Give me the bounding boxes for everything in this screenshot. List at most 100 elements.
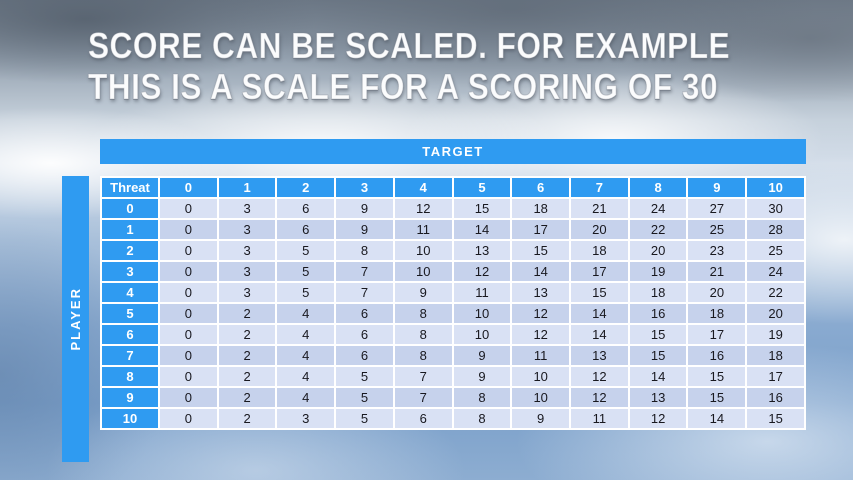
score-cell: 18 xyxy=(745,344,806,367)
score-cell: 10 xyxy=(451,323,513,346)
score-cell: 7 xyxy=(392,365,454,388)
score-cell: 14 xyxy=(686,407,748,430)
score-cell: 15 xyxy=(451,197,513,220)
score-cell: 15 xyxy=(569,281,630,304)
score-cell: 14 xyxy=(569,302,630,325)
table-row: 5 0 2 4 6 8 10 12 14 16 18 20 xyxy=(100,302,806,325)
score-cell: 24 xyxy=(745,260,806,283)
player-header-bar: PLAYER xyxy=(62,176,89,462)
score-cell: 6 xyxy=(334,344,395,367)
score-cell: 11 xyxy=(392,218,454,241)
target-column-header: 9 xyxy=(686,176,748,199)
score-cell: 15 xyxy=(686,365,748,388)
target-column-header: 10 xyxy=(745,176,806,199)
score-cell: 15 xyxy=(745,407,806,430)
score-cell: 17 xyxy=(510,218,572,241)
score-cell: 25 xyxy=(745,239,806,262)
score-cell: 14 xyxy=(627,365,689,388)
target-column-header: 0 xyxy=(158,176,219,199)
score-cell: 28 xyxy=(745,218,806,241)
score-cell: 11 xyxy=(569,407,630,430)
score-cell: 5 xyxy=(275,260,337,283)
score-cell: 25 xyxy=(686,218,748,241)
score-cell: 19 xyxy=(745,323,806,346)
table-row: 8 0 2 4 5 7 9 10 12 14 15 17 xyxy=(100,365,806,388)
score-cell: 10 xyxy=(451,302,513,325)
score-cell: 16 xyxy=(627,302,689,325)
table-row: 3 0 3 5 7 10 12 14 17 19 21 24 xyxy=(100,260,806,283)
score-cell: 23 xyxy=(686,239,748,262)
score-cell: 2 xyxy=(216,365,278,388)
score-cell: 4 xyxy=(275,386,337,409)
score-cell: 8 xyxy=(392,302,454,325)
score-cell: 5 xyxy=(275,239,337,262)
score-cell: 2 xyxy=(216,386,278,409)
target-label: TARGET xyxy=(422,144,484,159)
score-cell: 5 xyxy=(334,386,395,409)
threat-row-header: 1 xyxy=(100,218,160,241)
score-cell: 15 xyxy=(627,344,689,367)
score-cell: 12 xyxy=(569,386,630,409)
score-cell: 0 xyxy=(158,407,219,430)
score-cell: 0 xyxy=(158,344,219,367)
score-cell: 11 xyxy=(510,344,572,367)
score-cell: 18 xyxy=(569,239,630,262)
score-cell: 14 xyxy=(569,323,630,346)
score-cell: 18 xyxy=(510,197,572,220)
score-cell: 3 xyxy=(216,218,278,241)
score-cell: 4 xyxy=(275,302,337,325)
score-cell: 12 xyxy=(510,302,572,325)
score-cell: 20 xyxy=(569,218,630,241)
score-cell: 3 xyxy=(216,260,278,283)
threat-row-header: 9 xyxy=(100,386,160,409)
threat-row-header: 2 xyxy=(100,239,160,262)
score-cell: 9 xyxy=(510,407,572,430)
score-cell: 5 xyxy=(334,365,395,388)
score-cell: 20 xyxy=(627,239,689,262)
target-column-header: 1 xyxy=(216,176,278,199)
score-cell: 4 xyxy=(275,344,337,367)
score-cell: 8 xyxy=(451,386,513,409)
score-cell: 22 xyxy=(627,218,689,241)
score-cell: 4 xyxy=(275,323,337,346)
score-cell: 9 xyxy=(451,365,513,388)
score-cell: 13 xyxy=(451,239,513,262)
slide-title: SCORE CAN BE SCALED. FOR EXAMPLE THIS IS… xyxy=(88,25,731,110)
score-cell: 15 xyxy=(510,239,572,262)
threat-row-header: 10 xyxy=(100,407,160,430)
threat-row-header: 3 xyxy=(100,260,160,283)
threat-row-header: 0 xyxy=(100,197,160,220)
score-cell: 2 xyxy=(216,323,278,346)
score-cell: 12 xyxy=(451,260,513,283)
score-cell: 27 xyxy=(686,197,748,220)
table-row: 6 0 2 4 6 8 10 12 14 15 17 19 xyxy=(100,323,806,346)
threat-row-header: 8 xyxy=(100,365,160,388)
score-cell: 16 xyxy=(686,344,748,367)
score-cell: 0 xyxy=(158,197,219,220)
target-column-header: 2 xyxy=(275,176,337,199)
score-cell: 3 xyxy=(216,197,278,220)
score-cell: 6 xyxy=(275,197,337,220)
score-cell: 3 xyxy=(216,239,278,262)
score-cell: 22 xyxy=(745,281,806,304)
target-column-header: 5 xyxy=(451,176,513,199)
score-cell: 0 xyxy=(158,386,219,409)
score-cell: 8 xyxy=(451,407,513,430)
score-cell: 7 xyxy=(334,260,395,283)
table-row: 10 0 2 3 5 6 8 9 11 12 14 15 xyxy=(100,407,806,430)
score-cell: 2 xyxy=(216,407,278,430)
score-cell: 6 xyxy=(275,218,337,241)
score-cell: 17 xyxy=(569,260,630,283)
score-cell: 10 xyxy=(510,365,572,388)
score-cell: 8 xyxy=(392,344,454,367)
score-cell: 11 xyxy=(451,281,513,304)
title-line-1: SCORE CAN BE SCALED. FOR EXAMPLE xyxy=(88,25,731,67)
table-row: 7 0 2 4 6 8 9 11 13 15 16 18 xyxy=(100,344,806,367)
score-cell: 30 xyxy=(745,197,806,220)
score-cell: 10 xyxy=(392,260,454,283)
score-cell: 14 xyxy=(510,260,572,283)
score-cell: 16 xyxy=(745,386,806,409)
score-cell: 0 xyxy=(158,239,219,262)
score-cell: 13 xyxy=(569,344,630,367)
threat-row-header: 5 xyxy=(100,302,160,325)
